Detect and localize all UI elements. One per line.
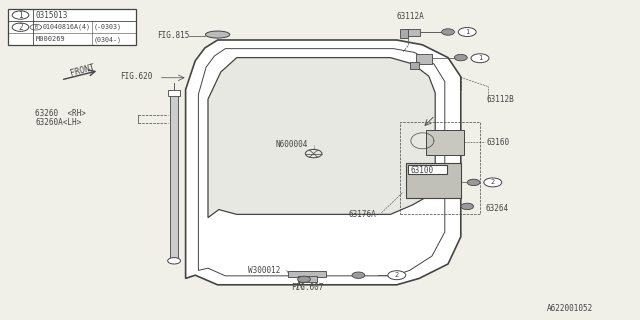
Text: 63160: 63160 <box>486 138 509 147</box>
Text: 63100: 63100 <box>410 166 433 175</box>
Circle shape <box>467 179 480 186</box>
Text: 63112B: 63112B <box>486 95 514 104</box>
Circle shape <box>454 54 467 61</box>
Circle shape <box>168 258 180 264</box>
Circle shape <box>461 203 474 210</box>
Bar <box>426 130 464 155</box>
Circle shape <box>458 28 476 36</box>
Text: 2: 2 <box>491 180 495 185</box>
Text: A622001052: A622001052 <box>547 304 593 313</box>
Circle shape <box>298 276 310 283</box>
Text: W300012: W300012 <box>248 266 281 275</box>
Circle shape <box>388 271 406 280</box>
Text: 1: 1 <box>18 11 23 20</box>
Bar <box>298 276 317 282</box>
Text: B: B <box>35 25 37 30</box>
Bar <box>170 94 178 258</box>
Text: (-0303): (-0303) <box>93 24 122 30</box>
Text: 1: 1 <box>478 55 482 61</box>
Text: 63260A<LH>: 63260A<LH> <box>35 118 81 127</box>
Circle shape <box>484 178 502 187</box>
Text: 63176A: 63176A <box>349 210 376 219</box>
Text: FIG.620: FIG.620 <box>120 72 152 81</box>
Text: 01040816A(4): 01040816A(4) <box>43 24 91 30</box>
Bar <box>288 271 326 277</box>
Text: 0315013: 0315013 <box>36 11 68 20</box>
Text: M000269: M000269 <box>36 36 65 42</box>
Polygon shape <box>186 40 461 285</box>
Bar <box>406 29 420 36</box>
Circle shape <box>442 29 454 35</box>
Bar <box>400 29 408 38</box>
Bar <box>406 163 461 198</box>
Circle shape <box>471 54 489 63</box>
Bar <box>410 62 419 69</box>
Polygon shape <box>208 58 435 218</box>
Text: FIG.607: FIG.607 <box>291 284 324 292</box>
Text: 2: 2 <box>395 272 399 278</box>
Text: (0304-): (0304-) <box>93 36 122 43</box>
Circle shape <box>352 272 365 278</box>
Text: 63112A: 63112A <box>397 12 424 21</box>
Text: 1: 1 <box>465 29 469 35</box>
Text: FRONT: FRONT <box>69 62 95 77</box>
Text: 63260  <RH>: 63260 <RH> <box>35 109 86 118</box>
Text: 63264: 63264 <box>485 204 508 213</box>
Bar <box>168 90 180 96</box>
Ellipse shape <box>205 31 230 38</box>
Text: FIG.815: FIG.815 <box>157 31 189 40</box>
Text: N600004: N600004 <box>275 140 308 149</box>
Text: 2: 2 <box>18 23 23 32</box>
Bar <box>8 9 136 45</box>
Bar <box>408 165 447 174</box>
Bar <box>416 54 432 64</box>
